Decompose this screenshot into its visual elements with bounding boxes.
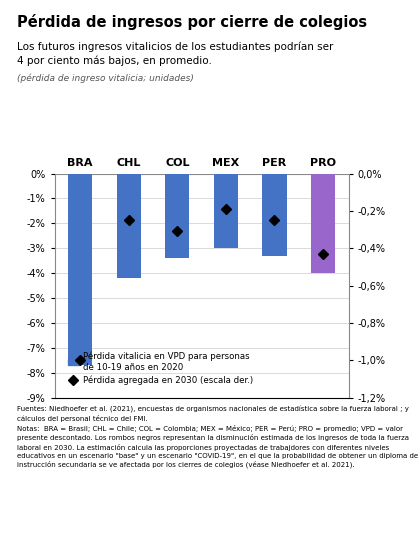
Text: Los futuros ingresos vitalicios de los estudiantes podrían ser
4 por ciento más : Los futuros ingresos vitalicios de los e… [17,42,333,67]
Bar [214,174,238,248]
Bar [311,174,335,273]
Text: FONDO MONETARIO INTERNACIONAL: FONDO MONETARIO INTERNACIONAL [88,533,332,545]
Bar [165,174,189,258]
Legend: Pérdida vitalicia en VPD para personas
de 10-19 años en 2020, Pérdida agregada e: Pérdida vitalicia en VPD para personas d… [65,348,257,389]
Bar [68,174,92,365]
Text: Pérdida de ingresos por cierre de colegios: Pérdida de ingresos por cierre de colegi… [17,14,367,30]
Bar [262,174,286,256]
Bar [117,174,141,278]
Text: (pérdida de ingreso vitalicia; unidades): (pérdida de ingreso vitalicia; unidades) [17,74,194,83]
Text: Fuentes: Niedhoefer et al. (2021), encuestas de organismos nacionales de estadís: Fuentes: Niedhoefer et al. (2021), encue… [17,406,418,469]
